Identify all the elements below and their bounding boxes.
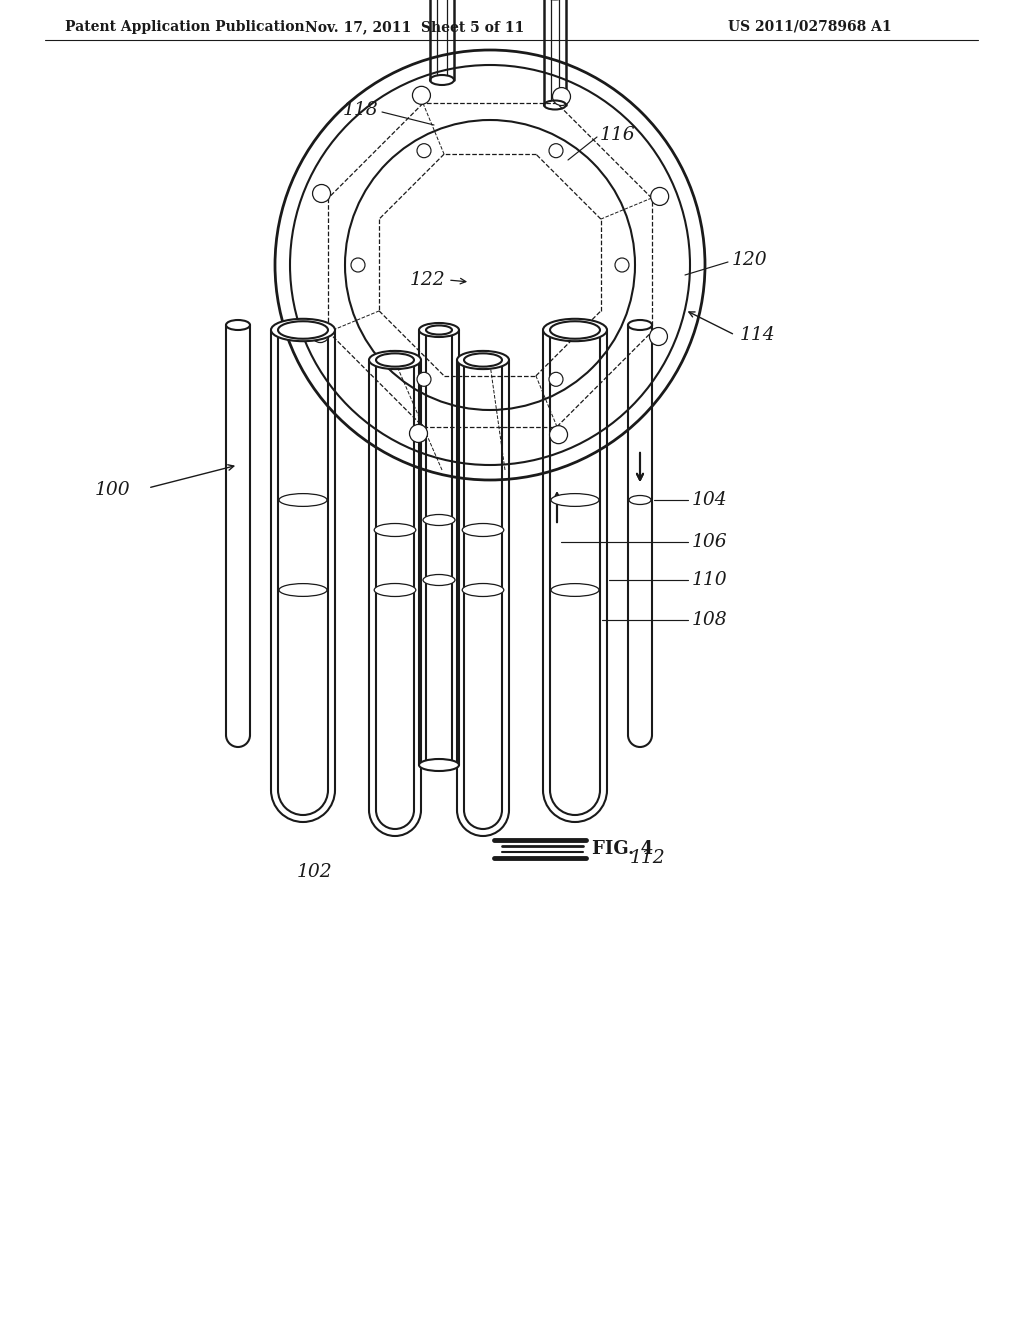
Ellipse shape	[419, 759, 459, 771]
Ellipse shape	[417, 144, 431, 157]
Text: US 2011/0278968 A1: US 2011/0278968 A1	[728, 20, 892, 34]
Ellipse shape	[413, 86, 430, 104]
Ellipse shape	[543, 319, 607, 341]
Ellipse shape	[279, 494, 327, 507]
Ellipse shape	[551, 583, 599, 597]
Ellipse shape	[351, 257, 365, 272]
Text: 104: 104	[692, 491, 728, 510]
Ellipse shape	[376, 354, 414, 367]
Ellipse shape	[279, 583, 327, 597]
Ellipse shape	[549, 372, 563, 387]
Text: 116: 116	[600, 125, 636, 144]
Ellipse shape	[628, 319, 652, 330]
Ellipse shape	[549, 144, 563, 157]
Ellipse shape	[423, 515, 455, 525]
Ellipse shape	[278, 321, 328, 339]
Text: 122: 122	[410, 271, 445, 289]
Ellipse shape	[462, 583, 504, 597]
Text: 114: 114	[740, 326, 775, 345]
Text: 110: 110	[692, 572, 728, 589]
Ellipse shape	[374, 524, 416, 536]
Ellipse shape	[426, 326, 452, 334]
Ellipse shape	[615, 257, 629, 272]
Text: 112: 112	[630, 849, 666, 867]
Ellipse shape	[410, 425, 427, 442]
Text: 118: 118	[342, 102, 378, 119]
Ellipse shape	[649, 327, 668, 346]
Text: 102: 102	[297, 863, 333, 880]
Ellipse shape	[311, 325, 330, 343]
Ellipse shape	[369, 351, 421, 370]
Ellipse shape	[226, 319, 250, 330]
Text: Nov. 17, 2011  Sheet 5 of 11: Nov. 17, 2011 Sheet 5 of 11	[305, 20, 524, 34]
Ellipse shape	[271, 319, 335, 341]
Ellipse shape	[650, 187, 669, 206]
Ellipse shape	[553, 87, 570, 106]
Text: Patent Application Publication: Patent Application Publication	[65, 20, 304, 34]
Ellipse shape	[457, 351, 509, 370]
Ellipse shape	[374, 583, 416, 597]
Ellipse shape	[550, 321, 600, 339]
Ellipse shape	[417, 372, 431, 387]
Text: 106: 106	[692, 533, 728, 550]
Text: 100: 100	[94, 480, 130, 499]
Ellipse shape	[464, 354, 502, 367]
Ellipse shape	[629, 495, 651, 504]
Ellipse shape	[419, 323, 459, 337]
Ellipse shape	[423, 574, 455, 586]
Ellipse shape	[550, 425, 567, 444]
Text: 108: 108	[692, 611, 728, 630]
Text: FIG. 4: FIG. 4	[592, 840, 653, 858]
Ellipse shape	[312, 185, 331, 202]
Text: 120: 120	[732, 251, 768, 269]
Ellipse shape	[462, 524, 504, 536]
Ellipse shape	[551, 494, 599, 507]
